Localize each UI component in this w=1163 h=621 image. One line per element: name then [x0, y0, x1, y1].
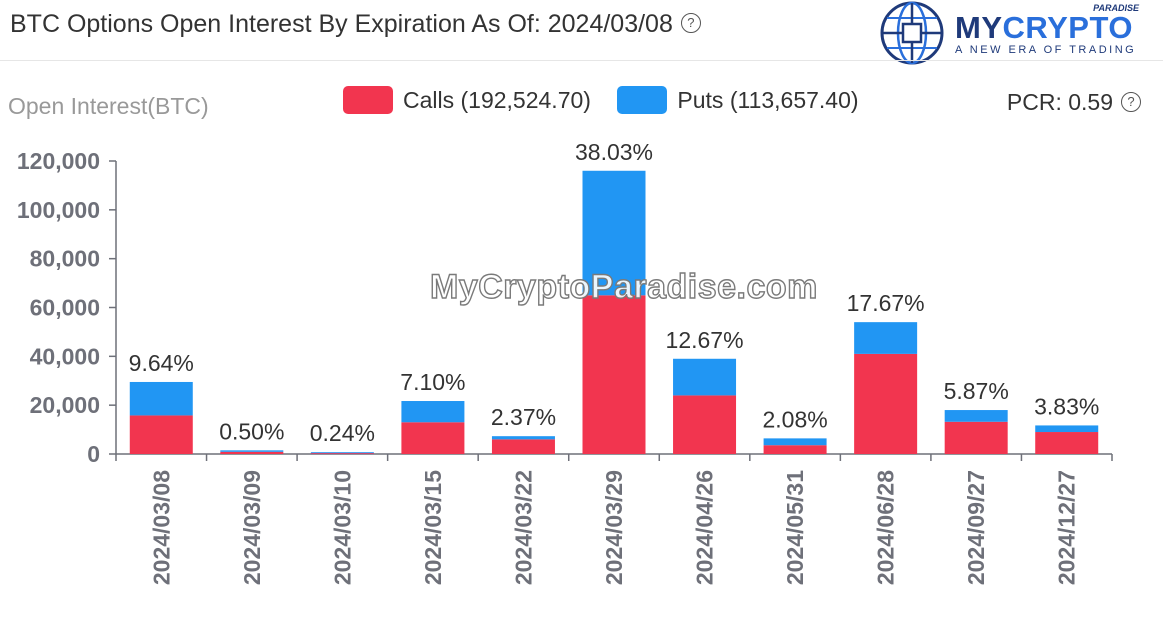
bar-calls [854, 353, 918, 454]
data-label: 3.83% [1034, 393, 1099, 419]
x-tick-label: 2024/03/15 [420, 470, 446, 585]
pcr-indicator: PCR: 0.59? [1007, 89, 1141, 116]
legend-item-calls[interactable]: Calls (192,524.70) [343, 86, 591, 114]
bar-puts [129, 381, 193, 416]
bar-calls [220, 451, 284, 454]
chart-title: BTC Options Open Interest By Expiration … [10, 10, 701, 39]
bar-puts [491, 436, 555, 440]
x-tick-label: 2024/03/09 [239, 470, 265, 585]
bar-puts [401, 401, 465, 423]
data-label: 2.37% [491, 404, 556, 430]
x-tick-label: 2024/06/28 [873, 470, 899, 585]
x-tick-label: 2024/03/29 [601, 470, 627, 585]
bar-puts [944, 410, 1008, 422]
bar-puts [673, 358, 737, 396]
logo: MYCRYPTO PARADISE A NEW ERA OF TRADING [879, 0, 1141, 66]
legend-label-puts: Puts (113,657.40) [677, 86, 859, 113]
bar-calls [673, 395, 737, 454]
bar-puts [582, 170, 646, 296]
legend-item-puts[interactable]: Puts (113,657.40) [617, 86, 859, 114]
y-tick-label: 60,000 [30, 295, 100, 321]
bar-calls [944, 421, 1008, 454]
bar-calls [401, 422, 465, 454]
legend: Calls (192,524.70) Puts (113,657.40) [343, 86, 881, 118]
y-tick-label: 20,000 [30, 392, 100, 418]
bar-calls [582, 295, 646, 454]
watermark: MyCryptoParadise.com [429, 267, 818, 306]
y-tick-label: 100,000 [17, 197, 100, 223]
data-label: 5.87% [944, 378, 1009, 404]
logo-superscript: PARADISE [1093, 3, 1139, 13]
x-tick-label: 2024/03/08 [148, 470, 174, 585]
bar-calls [310, 453, 374, 455]
logo-tagline: A NEW ERA OF TRADING [955, 44, 1137, 56]
chart-title-text: BTC Options Open Interest By Expiration … [10, 10, 673, 38]
data-label: 17.67% [847, 290, 925, 316]
bar-puts [310, 452, 374, 454]
logo-name-crypto: CRYPTO [1002, 10, 1133, 45]
data-label: 12.67% [666, 327, 744, 353]
y-tick-label: 80,000 [30, 246, 100, 272]
legend-swatch-puts [617, 86, 668, 114]
pcr-value: PCR: 0.59 [1006, 89, 1113, 115]
bar-puts [1035, 425, 1099, 433]
x-tick-label: 2024/05/31 [782, 470, 808, 585]
y-tick-label: 0 [87, 441, 100, 467]
x-tick-label: 2024/09/27 [963, 470, 989, 585]
bar-puts [220, 450, 284, 452]
y-tick-label: 40,000 [30, 343, 100, 369]
x-tick-label: 2024/12/27 [1054, 470, 1080, 585]
globe-icon [880, 1, 944, 65]
data-label: 0.50% [219, 418, 284, 444]
data-label: 38.03% [575, 139, 653, 165]
data-label: 9.64% [129, 350, 194, 376]
logo-wordmark: MYCRYPTO [955, 10, 1133, 46]
pcr-help-icon[interactable]: ? [1121, 91, 1141, 112]
x-tick-label: 2024/03/22 [510, 470, 536, 585]
bar-calls [129, 415, 193, 454]
y-tick-label: 120,000 [17, 148, 100, 174]
legend-label-calls: Calls (192,524.70) [403, 86, 591, 113]
logo-name-my: MY [955, 10, 1003, 45]
legend-swatch-calls [343, 86, 393, 114]
help-icon[interactable]: ? [680, 13, 701, 34]
header-divider [0, 60, 1163, 61]
bar-puts [763, 438, 827, 446]
bar-calls [763, 445, 827, 454]
bar-puts [854, 322, 918, 354]
y-axis-label: Open Interest(BTC) [8, 93, 209, 119]
data-label: 7.10% [400, 369, 465, 395]
bar-calls [1035, 432, 1099, 454]
data-label: 2.08% [762, 406, 827, 432]
x-tick-label: 2024/03/10 [329, 470, 355, 585]
x-tick-label: 2024/04/26 [692, 470, 718, 585]
data-label: 0.24% [310, 420, 375, 446]
bar-calls [491, 439, 555, 454]
